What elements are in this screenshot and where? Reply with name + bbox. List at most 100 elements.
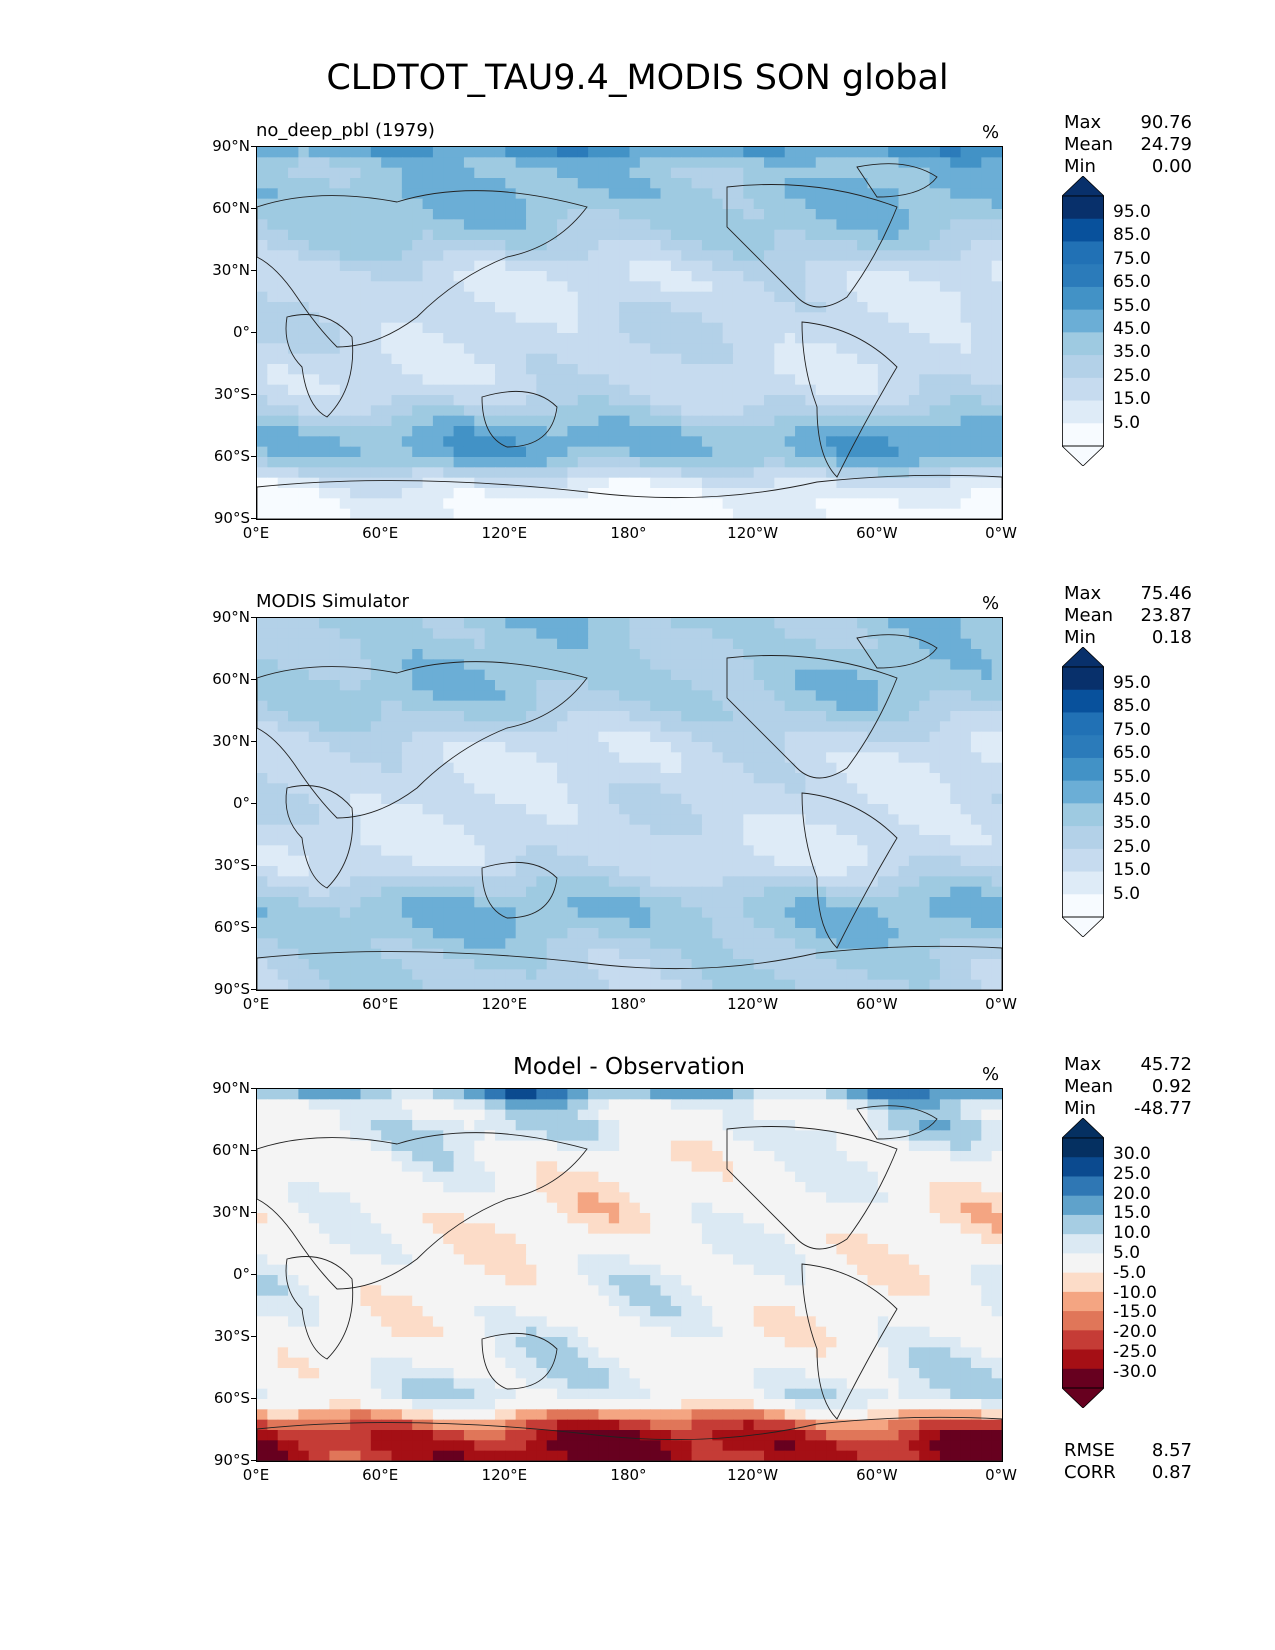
longitude-tick: 60°W [856,524,898,542]
heatmap-cell [277,312,289,324]
heatmap-cell [463,938,475,950]
heatmap-cell [267,773,279,784]
heatmap-cell [308,426,320,437]
heatmap-cell [515,250,527,262]
heatmap-cell [422,374,434,386]
heatmap-cell [857,457,869,468]
heatmap-cell [577,374,589,386]
heatmap-cell [598,229,610,241]
heatmap-cell [277,426,289,437]
heatmap-cell [701,271,713,282]
heatmap-cell [401,638,413,650]
heatmap-cell [412,209,424,220]
heatmap-cell [826,711,838,722]
heatmap-cell [815,711,827,722]
heatmap-cell [981,271,993,282]
heatmap-cell [412,669,424,681]
heatmap-cell [350,948,362,960]
heatmap-cell [619,488,631,499]
heatmap-cell [753,649,765,660]
heatmap-cell [753,446,765,458]
heatmap-cell [360,426,372,437]
heatmap-cell [288,457,299,468]
colorbar-tick: 95.0 [1113,202,1151,222]
heatmap-cell [846,855,858,867]
heatmap-cell [546,281,558,293]
heatmap-cell [350,384,362,396]
heatmap-cell [422,395,434,406]
heatmap-cell [557,793,569,805]
heatmap-cell [484,291,496,303]
heatmap-cell [577,353,589,365]
heatmap-cell [743,618,755,629]
heatmap-cell [360,948,372,960]
heatmap-cell [753,343,765,355]
heatmap-cell [536,147,548,158]
heatmap-cell [919,618,931,629]
heatmap-cell [422,498,434,510]
heatmap-cell [257,457,268,468]
heatmap-cell [360,415,372,427]
heatmap-cell [412,467,424,479]
heatmap-cell [505,147,517,158]
heatmap-cell [443,343,455,355]
heatmap-cell [370,752,382,764]
heatmap-cell [505,457,517,468]
heatmap-cell [691,783,703,795]
heatmap-cell [670,457,682,468]
heatmap-cell [339,669,351,681]
heatmap-cell [950,938,962,950]
heatmap-cell [795,897,807,908]
heatmap-cell [919,907,931,919]
heatmap-cell [815,353,827,365]
longitude-tick: 0°W [985,524,1017,542]
heatmap-cell [877,618,889,629]
heatmap-cell [288,157,299,169]
heatmap-cell [598,700,610,712]
heatmap-cell [629,405,641,417]
heatmap-cell [660,618,672,629]
heatmap-cell [288,229,299,241]
heatmap-cell [712,938,724,950]
heatmap-cell [877,917,889,929]
heatmap-cell [784,680,796,691]
heatmap-cell [970,157,982,169]
heatmap-cell [712,250,724,262]
heatmap-cell [401,897,413,908]
heatmap-cell [919,721,931,733]
heatmap-cell [257,711,268,722]
heatmap-cell [908,188,920,200]
heatmap-cell [960,742,972,753]
heatmap-cell [619,835,631,846]
heatmap-cell [836,488,848,499]
heatmap-cell [588,219,600,231]
heatmap-cell [991,804,1002,815]
heatmap-cell [588,488,600,499]
heatmap-cell [267,928,279,939]
heatmap-cell [339,762,351,774]
heatmap-cell [670,281,682,293]
heatmap-cell [339,426,351,437]
heatmap-cell [412,835,424,846]
heatmap-cell [826,302,838,313]
heatmap-cell [319,343,331,355]
heatmap-cell [619,700,631,712]
heatmap-cell [267,690,279,702]
heatmap-cell [339,721,351,733]
heatmap-cell [753,835,765,846]
heatmap-cell [650,814,662,826]
heatmap-cell [474,198,486,210]
heatmap-cell [412,198,424,210]
heatmap-cell [784,638,796,650]
heatmap-cell [970,845,982,857]
heatmap-cell [443,773,455,784]
heatmap-cell [908,343,920,355]
heatmap-cell [857,866,869,877]
heatmap-cell [619,638,631,650]
heatmap-cell [360,659,372,671]
heatmap-cell [567,384,579,396]
heatmap-cell [795,814,807,826]
heatmap-cell [463,638,475,650]
heatmap-cell [515,855,527,867]
heatmap-cell [908,488,920,499]
